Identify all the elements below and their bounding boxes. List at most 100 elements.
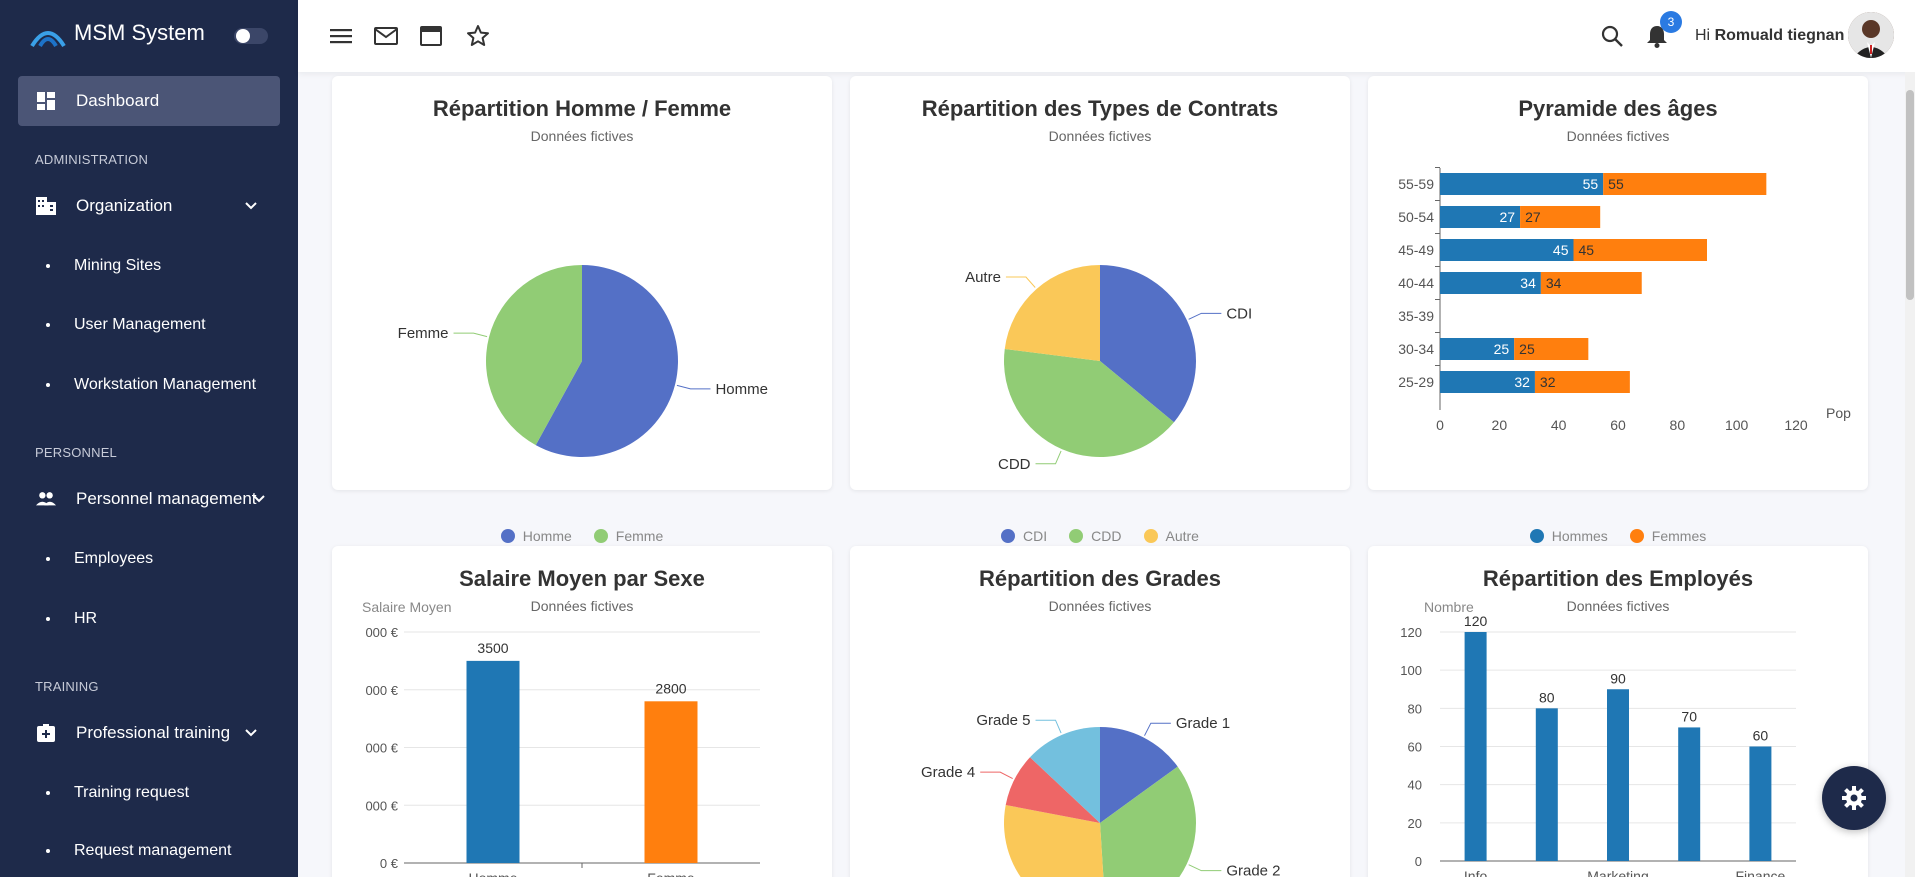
legend-item-hommes[interactable]: Hommes: [1529, 528, 1608, 544]
sidebar-item-organization[interactable]: Organization: [18, 181, 280, 231]
gear-icon: [1842, 786, 1866, 810]
sidebar-item-label: Request management: [74, 842, 232, 859]
bar-femmes-30-34[interactable]: [1514, 338, 1589, 360]
y-tick-label: 100: [1400, 663, 1422, 678]
sidebar-item-hr[interactable]: HR: [46, 610, 97, 628]
sidebar-item-label: Organization: [76, 196, 173, 215]
menu-icon[interactable]: [327, 22, 355, 50]
bar-hommes-45-49[interactable]: [1440, 239, 1574, 261]
card-subtitle: Données fictives: [1048, 598, 1152, 614]
user-greeting[interactable]: Hi Romuald tiegnan: [1695, 27, 1844, 45]
bar-info[interactable]: [1464, 632, 1487, 861]
y-tick-label: 50-54: [1398, 209, 1434, 225]
sidebar-item-training-request[interactable]: Training request: [46, 784, 189, 802]
card-title: Répartition des Employés: [1482, 566, 1754, 591]
legend-item-femmes[interactable]: Femmes: [1629, 528, 1706, 544]
bell-icon[interactable]: [1643, 22, 1671, 50]
sidebar-item-personnel-management[interactable]: Personnel management: [18, 474, 280, 524]
bar-value-label: 25: [1494, 341, 1510, 357]
card-gender-distribution: Répartition Homme / Femme Données fictiv…: [332, 76, 832, 544]
mail-icon[interactable]: [372, 22, 400, 50]
x-tick-label: Info: [1464, 868, 1488, 877]
bar-finance[interactable]: [1749, 746, 1772, 862]
pie-slice-homme[interactable]: [535, 265, 678, 457]
bar-hommes-50-54[interactable]: [1440, 206, 1521, 228]
bar-homme[interactable]: [466, 660, 520, 863]
legend-item-femme[interactable]: Femme: [593, 528, 663, 544]
bar-hommes-25-29[interactable]: [1440, 371, 1535, 393]
bar-hommes-40-44[interactable]: [1440, 272, 1541, 294]
y-tick-label: 55-59: [1398, 176, 1434, 192]
pie-label-line: [980, 771, 1013, 779]
pie-slice-autre[interactable]: [1004, 265, 1100, 361]
pie-slice-cdi[interactable]: [1100, 265, 1196, 423]
y-tick-label: 000 €: [365, 625, 398, 640]
x-tick-label: 20: [1492, 417, 1508, 433]
pie-slice-grade-4[interactable]: [1005, 757, 1100, 823]
x-tick-label: 120: [1784, 417, 1808, 433]
avatar[interactable]: [1848, 12, 1894, 58]
calendar-icon[interactable]: [417, 22, 445, 50]
sidebar-item-request-management[interactable]: Request management: [46, 842, 231, 860]
pie-slice-grade-3[interactable]: [1004, 805, 1106, 877]
legend-swatch: [1629, 529, 1644, 543]
chevron-down-icon: [252, 490, 266, 510]
bar-femmes-50-54[interactable]: [1520, 206, 1601, 228]
bar-value-label: 90: [1610, 670, 1626, 686]
card-employee-distribution: Répartition des Employés Données fictive…: [1368, 546, 1868, 877]
star-icon[interactable]: [464, 22, 492, 50]
y-axis-label: Salaire Moyen: [362, 599, 452, 615]
bar-category-2[interactable]: [1535, 708, 1558, 861]
sidebar-item-dashboard[interactable]: Dashboard: [18, 76, 280, 126]
pie-slice-grade-1[interactable]: [1100, 727, 1178, 823]
page-scrollbar[interactable]: [1905, 72, 1915, 877]
y-tick-label: 0 €: [380, 856, 399, 871]
bar-femmes-55-59[interactable]: [1603, 173, 1767, 195]
settings-button[interactable]: [1822, 766, 1886, 830]
gender-pie-chart: Homme Femme: [398, 265, 768, 457]
pie-label: Grade 1: [1176, 715, 1230, 732]
bar-femmes-40-44[interactable]: [1540, 272, 1642, 294]
sidebar-item-workstation-management[interactable]: Workstation Management: [46, 376, 256, 394]
sidebar-item-user-management[interactable]: User Management: [46, 316, 206, 334]
sidebar-item-employees[interactable]: Employees: [46, 550, 153, 568]
pie-label: Grade 2: [1226, 863, 1280, 877]
pie-slice-grade-5[interactable]: [1030, 727, 1100, 823]
legend-item-cdi[interactable]: CDI: [1001, 528, 1047, 544]
bar-category-4[interactable]: [1678, 727, 1701, 861]
card-subtitle: Données fictives: [1048, 128, 1152, 144]
card-title: Salaire Moyen par Sexe: [459, 566, 705, 591]
legend-item-cdd[interactable]: CDD: [1069, 528, 1122, 544]
theme-toggle[interactable]: [234, 28, 268, 44]
bullet-icon: [46, 849, 50, 853]
legend-item-autre[interactable]: Autre: [1143, 528, 1199, 544]
sidebar-item-label: Mining Sites: [74, 257, 162, 274]
bar-hommes-55-59[interactable]: [1440, 173, 1604, 195]
bar-hommes-30-34[interactable]: [1440, 338, 1515, 360]
y-tick-label: 40: [1408, 778, 1422, 793]
legend-item-homme[interactable]: Homme: [500, 528, 572, 544]
pie-label-line: [1144, 722, 1171, 736]
bar-value-label: 55: [1583, 176, 1599, 192]
y-tick-label: 30-34: [1398, 341, 1434, 357]
brand[interactable]: MSM System: [30, 18, 205, 48]
bar-femmes-45-49[interactable]: [1573, 239, 1708, 261]
pie-slice-grade-2[interactable]: [1100, 766, 1196, 877]
scrollbar-thumb[interactable]: [1906, 90, 1914, 300]
pie-label-line: [1035, 450, 1062, 465]
sidebar-item-professional-training[interactable]: Professional training: [18, 708, 280, 758]
x-tick-label: 60: [1610, 417, 1626, 433]
pie-label-line: [1035, 719, 1062, 734]
medical-box-icon: [36, 723, 56, 743]
pie-slice-cdd[interactable]: [1004, 348, 1174, 457]
bar-femme[interactable]: [644, 701, 698, 863]
bar-marketing[interactable]: [1607, 689, 1629, 861]
search-icon[interactable]: [1598, 22, 1626, 50]
sidebar-item-mining-sites[interactable]: Mining Sites: [46, 257, 161, 275]
bullet-icon: [46, 383, 50, 387]
brand-name: MSM System: [74, 20, 205, 45]
pie-slice-femme[interactable]: [486, 265, 582, 446]
bar-femmes-25-29[interactable]: [1534, 371, 1630, 393]
x-tick-label: 0: [1436, 417, 1444, 433]
